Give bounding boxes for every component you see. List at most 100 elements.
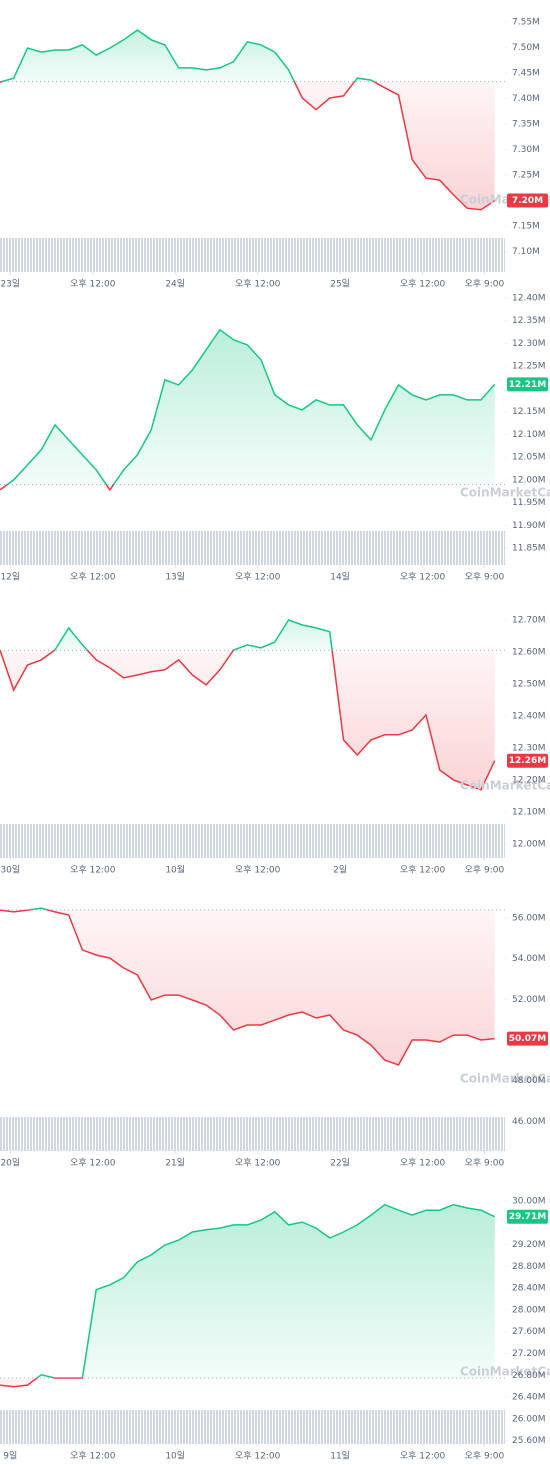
y-tick-label: 27.60M xyxy=(512,1327,546,1337)
x-tick-label: 30일 xyxy=(0,865,20,876)
price-tag-label: 50.07M xyxy=(509,1034,546,1044)
y-tick-label: 12.05M xyxy=(512,453,546,463)
x-tick-label: 12일 xyxy=(0,572,20,583)
x-tick-label: 오후 12:00 xyxy=(400,572,446,583)
price-tag xyxy=(507,753,548,768)
y-tick-label: 7.50M xyxy=(512,43,540,53)
y-tick-label: 12.60M xyxy=(512,647,546,657)
x-tick-label: 오후 12:00 xyxy=(400,279,446,290)
price-tag-label: 7.20M xyxy=(512,196,543,206)
x-tick-label: 오후 12:00 xyxy=(70,279,116,290)
watermark: CoinMarketCap xyxy=(460,1365,550,1379)
y-tick-label: 28.00M xyxy=(512,1305,546,1315)
x-tick-label: 오후 12:00 xyxy=(400,865,446,876)
x-tick-label: 오후 12:00 xyxy=(400,1451,446,1462)
y-tick-label: 12.50M xyxy=(512,679,546,689)
y-tick-label: 26.40M xyxy=(512,1393,546,1403)
y-tick-label: 7.35M xyxy=(512,120,540,130)
watermark: CoinMarketCap xyxy=(460,486,550,500)
x-tick-label: 24일 xyxy=(165,279,185,290)
x-tick-label: 오후 12:00 xyxy=(235,1158,281,1169)
y-tick-label: 12.35M xyxy=(512,316,546,326)
y-tick-label: 12.10M xyxy=(512,430,546,440)
y-tick-label: 12.25M xyxy=(512,362,546,372)
y-tick-label: 7.10M xyxy=(512,247,540,257)
x-tick-label: 25일 xyxy=(330,279,350,290)
y-tick-label: 12.40M xyxy=(512,711,546,721)
area xyxy=(0,329,495,490)
x-tick-label: 오후 12:00 xyxy=(70,865,116,876)
volume-band xyxy=(0,1117,505,1151)
y-tick-label: 7.55M xyxy=(512,17,540,27)
y-tick-label: 11.90M xyxy=(512,521,546,531)
area xyxy=(0,908,495,1065)
price-line xyxy=(0,907,495,1066)
y-tick-label: 12.20M xyxy=(512,775,546,785)
x-tick-label: 22일 xyxy=(330,1158,350,1169)
x-tick-label: 오후 12:00 xyxy=(70,1451,116,1462)
price-chart: CoinMarketCap 56.00M 54.00M 52.00M 48.00M 46.… xyxy=(0,907,550,1169)
y-tick-label: 7.15M xyxy=(512,222,540,232)
x-tick-label: 오후 9:00 xyxy=(465,1158,505,1169)
x-tick-label: 2일 xyxy=(333,865,347,876)
y-tick-label: 12.00M xyxy=(512,839,546,849)
y-tick-label: 54.00M xyxy=(512,954,546,964)
price-chart: CoinMarketCap 12.70M 12.60M 12.50M 12.40M 12.… xyxy=(0,615,550,876)
y-tick-label: 52.00M xyxy=(512,995,546,1005)
volume-band xyxy=(0,531,505,565)
price-chart: CoinMarketCap 30.00M 29.20M 28.80M 28.40M 28.… xyxy=(0,1196,550,1462)
price-tag-label: 12.26M xyxy=(509,756,546,766)
volume-band xyxy=(0,238,505,272)
x-tick-label: 21일 xyxy=(165,1158,185,1169)
price-chart: CoinMarketCap 12.40M 12.35M 12.30M 12.25M 12.… xyxy=(0,294,550,583)
y-tick-label: 7.40M xyxy=(512,94,540,104)
x-tick-label: 23일 xyxy=(0,279,20,290)
price-line xyxy=(0,618,496,791)
y-tick-label: 12.40M xyxy=(512,294,546,304)
price-chart: CoinMarketCap7.55M7.50M7.45M7.40M7.35M7.… xyxy=(0,17,550,290)
y-tick-label: 25.60M xyxy=(512,1436,546,1446)
price-tag-label: 29.71M xyxy=(509,1212,546,1222)
y-tick-label: 12.10M xyxy=(512,807,546,817)
x-tick-label: 14일 xyxy=(330,572,350,583)
x-tick-label: 오후 9:00 xyxy=(465,865,505,876)
x-tick-label: 오후 12:00 xyxy=(400,1158,446,1169)
y-tick-label: 27.20M xyxy=(512,1349,546,1359)
volume-band xyxy=(0,1410,505,1444)
y-tick-label: 46.00M xyxy=(512,1117,546,1127)
y-tick-label: 28.80M xyxy=(512,1262,546,1272)
x-tick-label: 오후 9:00 xyxy=(465,1451,505,1462)
y-tick-label: 12.30M xyxy=(512,743,546,753)
price-tag xyxy=(507,1031,548,1046)
y-tick-label: 12.15M xyxy=(512,407,546,417)
volume-band xyxy=(0,824,505,858)
y-tick-label: 26.80M xyxy=(512,1371,546,1381)
x-tick-label: 9일 xyxy=(3,1451,17,1462)
x-tick-label: 오후 12:00 xyxy=(70,572,116,583)
y-tick-label: 12.30M xyxy=(512,339,546,349)
y-tick-label: 29.20M xyxy=(512,1240,546,1250)
y-tick-label: 12.70M xyxy=(512,615,546,625)
price-tag-label: 12.21M xyxy=(509,380,546,390)
y-tick-label: 7.25M xyxy=(512,171,540,181)
y-tick-label: 12.00M xyxy=(512,475,546,485)
y-tick-label: 30.00M xyxy=(512,1196,546,1206)
x-tick-label: 오후 12:00 xyxy=(235,279,281,290)
price-tag xyxy=(507,1209,548,1224)
y-tick-label: 11.85M xyxy=(512,544,546,554)
x-tick-label: 10월 xyxy=(165,864,185,876)
y-tick-label: 28.40M xyxy=(512,1284,546,1294)
watermark: CoinMarketCap xyxy=(460,1072,550,1086)
x-tick-label: 오후 12:00 xyxy=(235,572,281,583)
x-tick-label: 20일 xyxy=(0,1158,20,1169)
y-tick-label: 11.95M xyxy=(512,498,546,508)
area xyxy=(0,619,495,790)
x-tick-label: 오후 9:00 xyxy=(465,279,505,290)
price-tag xyxy=(507,193,548,208)
price-tag xyxy=(507,377,548,392)
y-tick-label: 7.30M xyxy=(512,145,540,155)
x-tick-label: 11일 xyxy=(330,1451,350,1462)
x-tick-label: 오후 12:00 xyxy=(235,1451,281,1462)
y-tick-label: 56.00M xyxy=(512,914,546,924)
